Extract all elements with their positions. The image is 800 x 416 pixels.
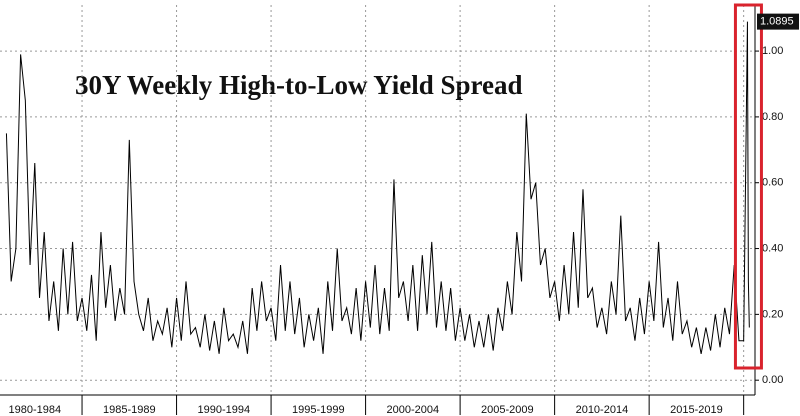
data-line: [5, 21, 750, 354]
value-label-bg: [757, 13, 799, 30]
x-tick-label: 2010-2014: [576, 404, 629, 416]
y-tick-label: 1.00: [762, 45, 783, 57]
highlight-box: [733, 3, 763, 370]
y-tick-label: 0.40: [762, 242, 783, 254]
y-tick-label: 0.00: [762, 374, 783, 386]
x-tick-label: 1985-1989: [103, 404, 156, 416]
x-tick-label: 2005-2009: [481, 404, 534, 416]
chart-title: 30Y Weekly High-to-Low Yield Spread: [75, 70, 523, 100]
x-tick-label: 1990-1994: [198, 404, 251, 416]
y-tick-label: 0.60: [762, 177, 783, 189]
y-tick-label: 0.20: [762, 308, 783, 320]
x-tick-label: 1995-1999: [292, 404, 345, 416]
y-tick-label: 0.80: [762, 111, 783, 123]
x-tick-label: 2015-2019: [670, 404, 723, 416]
x-tick-label: 1980-1984: [8, 404, 61, 416]
x-tick-label: 2000-2004: [387, 404, 440, 416]
value-label: 1.0895: [760, 16, 794, 28]
